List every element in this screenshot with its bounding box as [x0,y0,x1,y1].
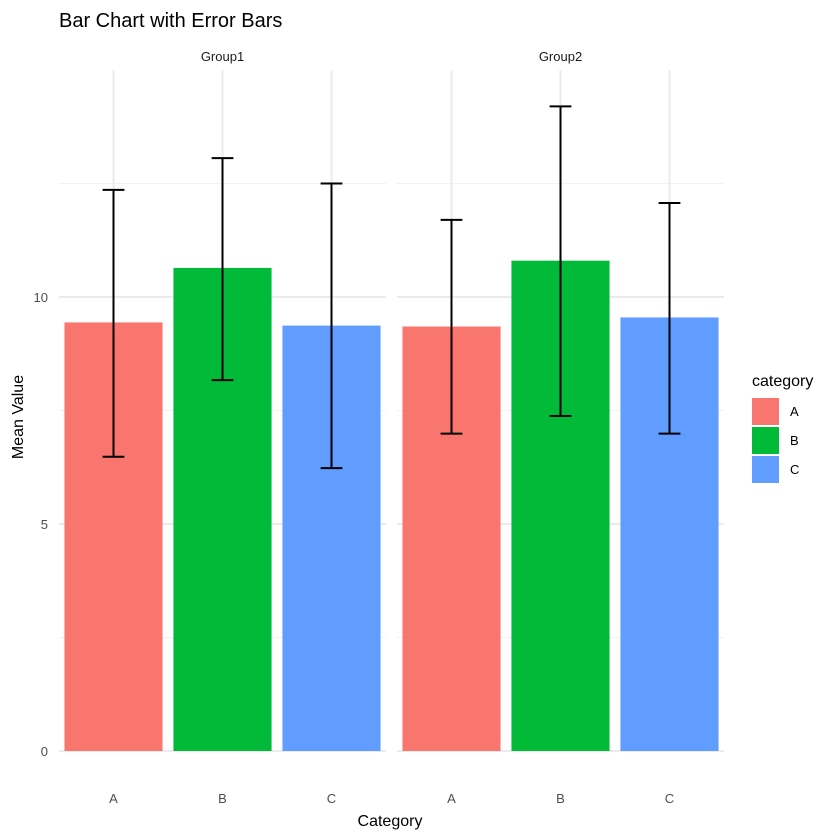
legend-label: A [790,404,799,419]
x-tick-label: C [665,791,674,806]
legend-label: C [790,462,799,477]
x-axis-title: Category [358,813,423,830]
y-tick-label: 0 [41,744,48,759]
y-tick-label: 10 [34,290,48,305]
x-tick-label: C [327,791,336,806]
x-tick-label: B [218,791,227,806]
chart-title: Bar Chart with Error Bars [59,10,282,32]
y-tick-label: 5 [41,517,48,532]
legend-key-a [752,398,779,425]
y-axis-title: Mean Value [10,375,27,459]
legend-label: B [790,433,799,448]
legend-key-c [752,456,779,483]
error-bars-layer [102,105,681,470]
facet-strip-label: Group1 [201,49,244,64]
x-tick-label: B [556,791,565,806]
bars-layer [64,260,719,751]
legend-key-b [752,427,779,454]
x-tick-label: A [447,791,456,806]
x-tick-label: A [109,791,118,806]
facet-strip-label: Group2 [539,49,582,64]
legend-title: category [752,373,813,390]
